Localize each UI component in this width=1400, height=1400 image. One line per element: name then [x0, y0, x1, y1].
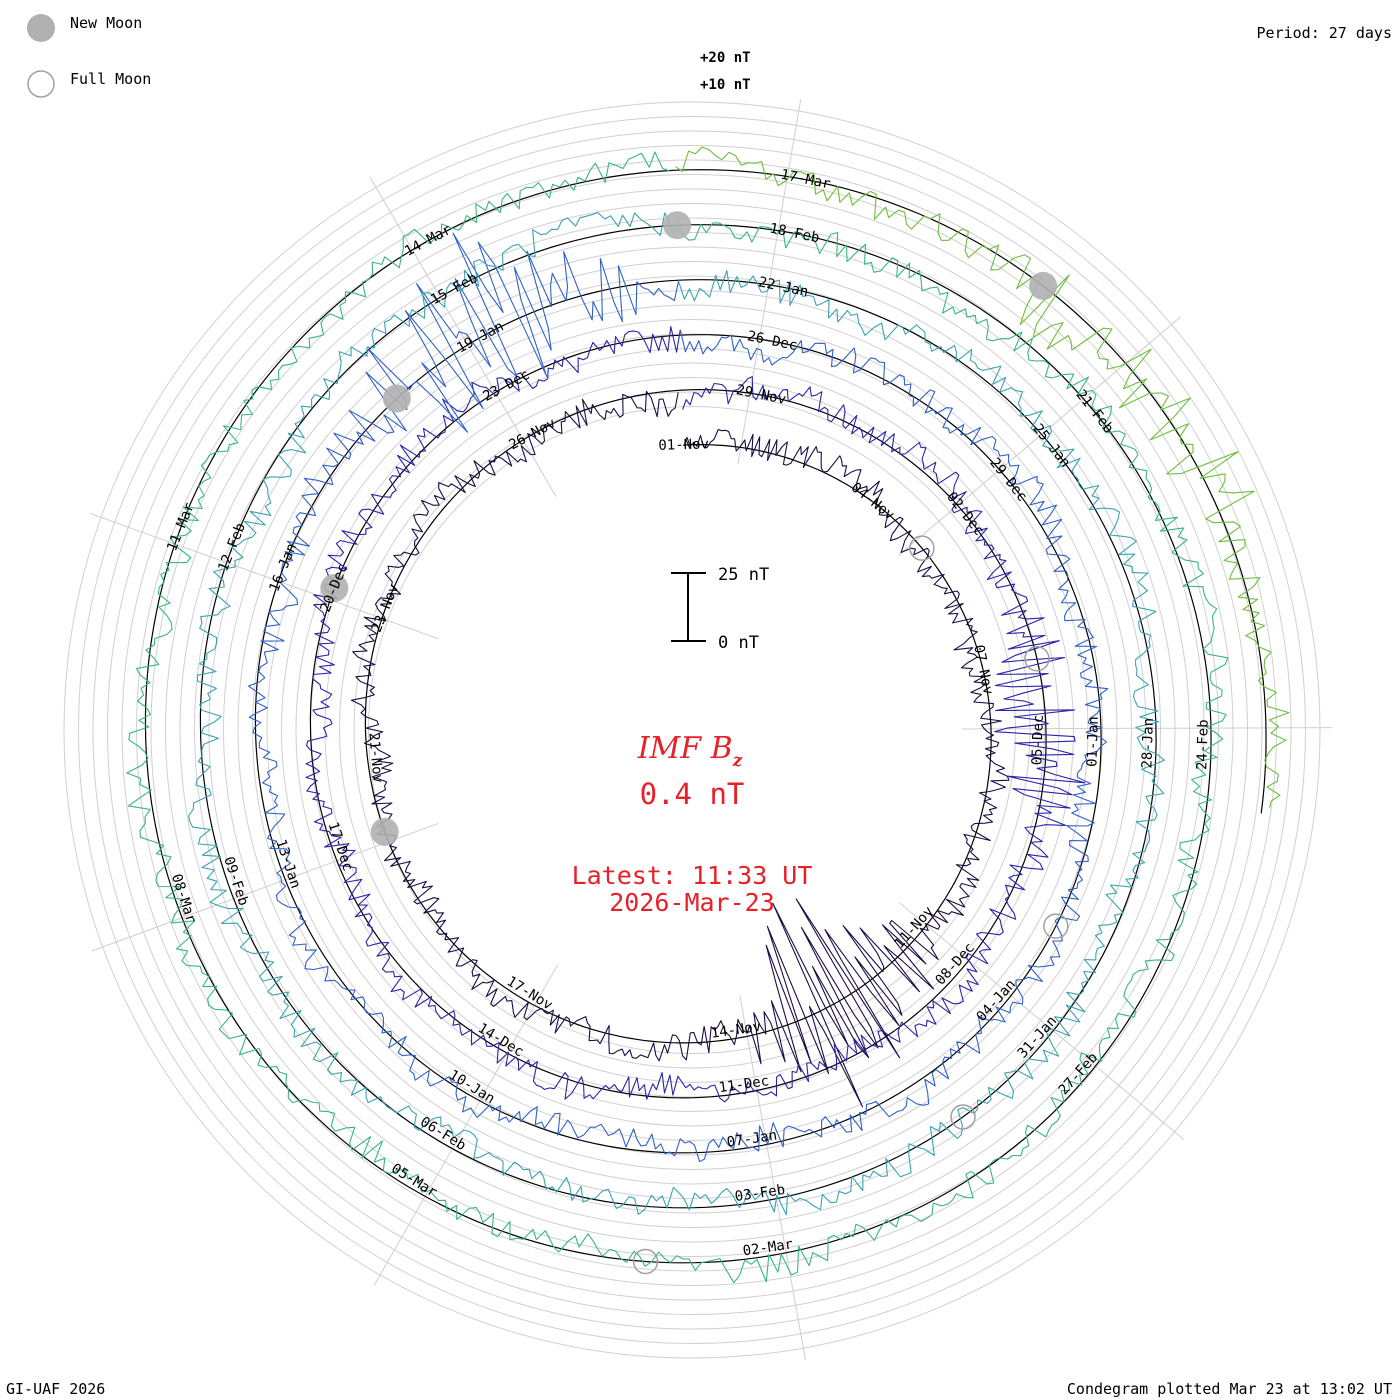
scale-bar-top-label: 25 nT	[718, 565, 769, 585]
date-label: 24-Feb	[1194, 719, 1211, 770]
date-label: 28-Jan	[1139, 718, 1156, 769]
date-label: 25-Jan	[1029, 421, 1073, 471]
center-scale-bar	[671, 572, 706, 642]
full-moon-marker	[909, 535, 935, 561]
date-label: 19-Jan	[454, 318, 506, 356]
grid-spoke	[961, 727, 1332, 730]
grid-ring	[136, 174, 1248, 1286]
grid-ring	[208, 246, 1176, 1214]
grid-ring	[339, 377, 1045, 1083]
plotted-label: Condegram plotted Mar 23 at 13:02 UT	[1067, 1380, 1392, 1398]
bz-series-period-1	[350, 390, 1010, 1108]
grid-spoke	[739, 995, 806, 1360]
grid-ring	[150, 188, 1234, 1272]
grid-ring	[281, 319, 1103, 1141]
date-label: 01-Jan	[1084, 716, 1101, 767]
date-label: 11-Dec	[718, 1073, 770, 1096]
date-label: 21-Feb	[1073, 387, 1117, 437]
full-moon-icon	[27, 70, 55, 98]
title-subscript: z	[732, 751, 743, 771]
grid-ring	[353, 391, 1031, 1069]
grid-spoke	[89, 512, 439, 640]
date-label: 29-Nov	[735, 382, 788, 408]
grid-ring	[78, 116, 1306, 1344]
full-moon-marker	[1024, 645, 1050, 672]
grid-ring	[165, 203, 1219, 1257]
grid-ring	[179, 217, 1205, 1243]
grid-ring	[295, 333, 1089, 1127]
latest-time: Latest: 11:33 UT	[572, 861, 813, 890]
latest-value: 0.4 nT	[640, 777, 745, 811]
grid-ring	[92, 130, 1292, 1330]
date-label: 05-Mar	[388, 1161, 439, 1201]
series-layer	[126, 146, 1290, 1284]
grid-ring	[63, 101, 1321, 1359]
grid-ring	[310, 348, 1074, 1112]
date-label: 14-Mar	[402, 222, 454, 260]
scale-bar-bottom-label: 0 nT	[718, 633, 759, 653]
title-main: IMF B	[637, 731, 733, 766]
bz-series-period-3	[247, 232, 1109, 1163]
date-label: 17-Nov	[504, 973, 555, 1013]
moon-layer	[320, 211, 1069, 1275]
bz-series-period-6	[675, 146, 1290, 808]
date-label: 14-Nov	[710, 1019, 762, 1042]
grid-spoke	[373, 964, 559, 1286]
date-label: 11-Mar	[164, 501, 198, 554]
grid-ring	[107, 145, 1277, 1315]
date-label: 07-Jan	[726, 1128, 778, 1151]
full-moon-marker	[1043, 913, 1069, 939]
grid-ring	[324, 362, 1060, 1098]
new-moon-marker	[320, 573, 349, 602]
chart-title: IMF Bz	[637, 731, 743, 771]
grid-spoke	[369, 176, 557, 497]
grid-spoke	[897, 316, 1182, 557]
new-moon-marker	[663, 211, 692, 240]
new-moon-marker	[370, 817, 399, 846]
period-label: Period: 27 days	[1257, 24, 1392, 42]
legend-new-moon-label: New Moon	[70, 14, 142, 32]
legend-full-moon-label: Full Moon	[70, 70, 151, 88]
scale-label-top: +20 nT	[700, 50, 751, 66]
grid-ring	[252, 290, 1132, 1170]
grid-ring	[237, 275, 1147, 1185]
date-label: 05-Dec	[1029, 714, 1046, 765]
date-label: 01-Nov	[658, 436, 709, 453]
date-label: 23-Dec	[480, 367, 532, 405]
zero-baseline	[144, 169, 1267, 1264]
grid-ring	[194, 232, 1190, 1228]
date-label-layer: 01-Nov04-Nov07-Nov11-Nov14-Nov17-Nov21-N…	[164, 167, 1212, 1260]
date-label: 16-Jan	[267, 541, 301, 594]
grid-spoke	[899, 902, 1185, 1140]
full-moon-marker	[950, 1104, 976, 1130]
new-moon-marker	[382, 384, 411, 413]
latest-date: 2026-Mar-23	[609, 888, 775, 917]
date-label: 26-Dec	[746, 328, 799, 354]
grid-ring	[121, 159, 1263, 1301]
date-label: 21-Nov	[365, 732, 385, 784]
grid-ring	[368, 406, 1016, 1054]
bz-series-period-2	[305, 326, 1086, 1103]
grid-ring	[266, 304, 1118, 1156]
grid-ring	[223, 261, 1161, 1199]
bz-series-period-5	[126, 151, 1229, 1284]
bz-series-period-4	[188, 212, 1165, 1216]
baseline-layer	[144, 169, 1267, 1264]
date-label: 17-Mar	[779, 167, 832, 193]
date-label: 03-Feb	[734, 1182, 786, 1205]
date-label: 12-Feb	[215, 521, 249, 574]
full-moon-marker	[632, 1248, 659, 1275]
date-label: 02-Mar	[742, 1236, 794, 1259]
date-label: 23-Nov	[369, 582, 403, 635]
new-moon-marker	[1029, 271, 1058, 300]
date-label: 07-Nov	[970, 643, 996, 696]
scale-label-second: +10 nT	[700, 77, 751, 93]
credit-label: GI-UAF 2026	[6, 1380, 105, 1398]
date-label: 04-Nov	[848, 480, 898, 524]
new-moon-icon	[27, 14, 55, 42]
date-label: 15-Feb	[428, 270, 480, 308]
grid-spoke	[737, 99, 802, 465]
